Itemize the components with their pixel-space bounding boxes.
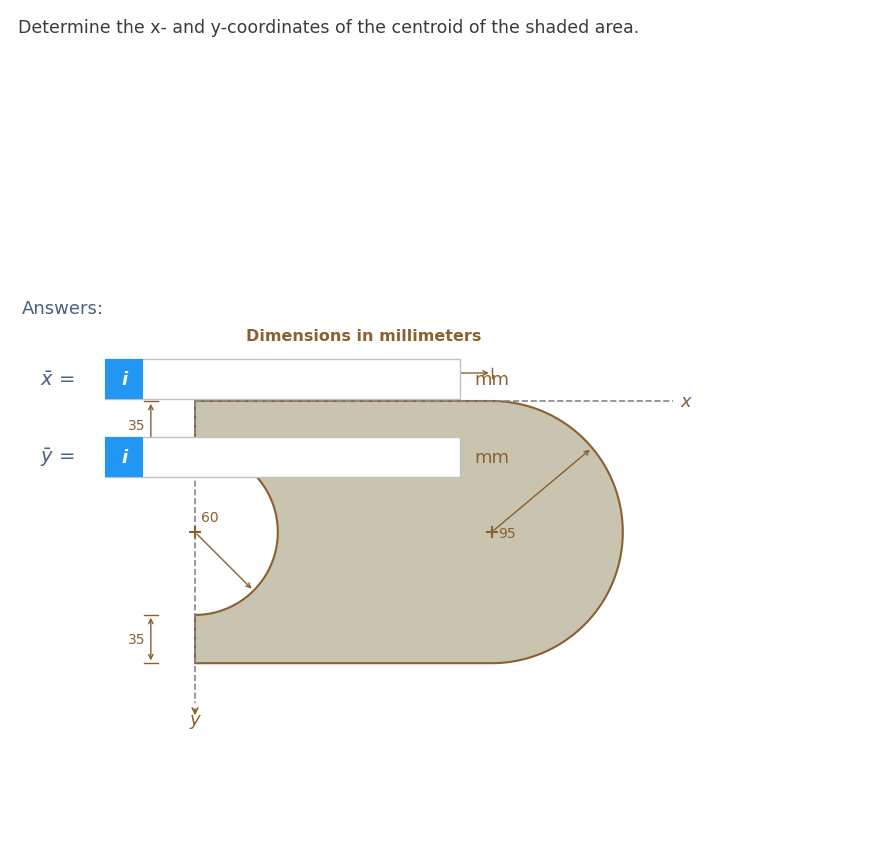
- Text: Dimensions in millimeters: Dimensions in millimeters: [246, 329, 481, 344]
- Text: $\bar{x}$ =: $\bar{x}$ =: [40, 370, 75, 389]
- Bar: [105, 437, 460, 478]
- Text: 35: 35: [128, 632, 145, 647]
- Text: Determine the x- and y-coordinates of the centroid of the shaded area.: Determine the x- and y-coordinates of th…: [18, 19, 639, 37]
- Bar: [105, 360, 143, 400]
- Text: mm: mm: [474, 370, 509, 388]
- Text: $\bar{y}$ =: $\bar{y}$ =: [40, 446, 75, 469]
- Text: mm: mm: [474, 449, 509, 467]
- Text: i: i: [121, 449, 127, 467]
- Polygon shape: [195, 401, 623, 664]
- Text: 95: 95: [497, 526, 516, 541]
- Text: y: y: [190, 710, 200, 728]
- Text: 60: 60: [201, 511, 219, 524]
- Bar: [105, 437, 143, 478]
- Text: 35: 35: [128, 418, 145, 432]
- Text: Answers:: Answers:: [22, 300, 104, 318]
- Text: i: i: [121, 370, 127, 388]
- Text: x: x: [681, 393, 692, 411]
- Text: 215: 215: [330, 357, 356, 372]
- Bar: [105, 360, 460, 400]
